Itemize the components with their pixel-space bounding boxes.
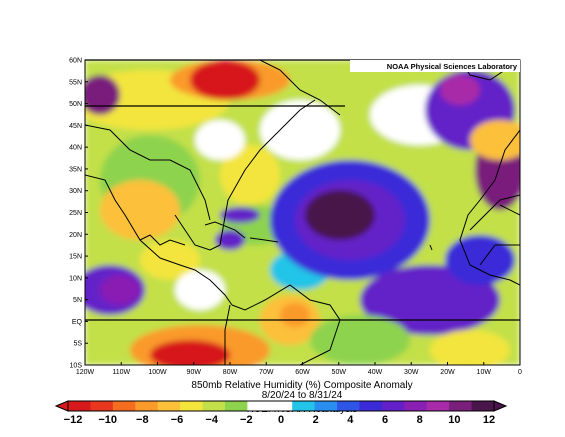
lon-label: 40W [368, 369, 383, 376]
longitude-labels: 120W 110W 100W 90W 80W 70W 60W 50W 40W 30W 20W 10W 0 [76, 362, 522, 376]
colorbar-swatch [404, 401, 428, 411]
lon-label: 80W [223, 369, 238, 376]
credit-box: NOAA Physical Sciences Laboratory [350, 60, 520, 72]
lat-label: 5N [73, 297, 82, 304]
colorbar-swatch [426, 401, 450, 411]
colorbar-swatch [157, 401, 181, 411]
colorbar-swatch [180, 401, 204, 411]
lon-label: 0 [518, 369, 522, 376]
colorbar-label: 4 [347, 414, 354, 426]
lat-label: EQ [72, 319, 83, 326]
lon-label: 90W [187, 369, 202, 376]
colorbar-label: 6 [382, 414, 388, 426]
colorbar-swatch [247, 401, 271, 411]
colorbar-swatch [135, 401, 159, 411]
lat-label: 35N [69, 166, 82, 173]
colorbar-swatch [292, 401, 316, 411]
lat-label: 60N [69, 58, 82, 65]
date-range: 8/20/24 to 8/31/24 [262, 390, 343, 401]
colorbar-swatch [224, 401, 248, 411]
lat-label: 10S [70, 363, 83, 370]
colorbar-label: 2 [313, 414, 319, 426]
colorbar-label: −8 [136, 414, 149, 426]
colorbar-label: −12 [64, 414, 83, 426]
colorbar-labels: −12 −10 −8 −6 −4 −2 0 2 4 6 8 10 12 [64, 414, 495, 426]
latitude-labels: 60N 55N 50N 45N 40N 35N 30N 25N 20N 15N 10N 5N EQ 5S 1… [69, 58, 88, 370]
colorbar-swatch [359, 401, 383, 411]
lat-label: 30N [69, 188, 82, 195]
humidity-field [85, 60, 520, 365]
colorbar-swatch [337, 401, 360, 411]
colorbar-max-arrow [493, 400, 508, 412]
colorbar-swatch [269, 401, 293, 411]
colorbar-outline [67, 400, 495, 412]
lat-label: 10N [69, 275, 82, 282]
colorbar-swatch [68, 401, 91, 411]
colorbar [54, 400, 508, 412]
lon-label: 100W [148, 369, 167, 376]
colorbar-label: −2 [240, 414, 253, 426]
colorbar-swatch [449, 401, 473, 411]
colorbar-label: −4 [205, 414, 218, 426]
colorbar-label: 0 [278, 414, 284, 426]
lon-label: 50W [332, 369, 347, 376]
lon-label: 30W [404, 369, 419, 376]
colorbar-min-arrow [54, 400, 69, 412]
colorbar-swatch [381, 401, 405, 411]
lon-label: 10W [477, 369, 492, 376]
colorbar-label: −6 [171, 414, 184, 426]
lon-label: 70W [259, 369, 274, 376]
colorbar-label: −10 [98, 414, 117, 426]
lat-label: 5S [73, 341, 82, 348]
lat-label: 15N [69, 254, 82, 261]
lon-label: 110W [112, 369, 130, 376]
lat-label: 25N [69, 210, 82, 217]
colorbar-swatch [112, 401, 136, 411]
lat-label: 50N [69, 101, 82, 108]
lon-label: 60W [295, 369, 310, 376]
colorbar-label: 10 [448, 414, 460, 426]
colorbar-swatch [314, 401, 338, 411]
lon-label: 20W [440, 369, 455, 376]
map-title: 850mb Relative Humidity (%) Composite An… [191, 380, 412, 391]
credit-label: NOAA Physical Sciences Laboratory [387, 62, 518, 71]
lon-label: 120W [76, 369, 95, 376]
colorbar-swatch [90, 401, 114, 411]
colorbar-swatch [202, 401, 226, 411]
colorbar-label: 12 [483, 414, 495, 426]
lat-label: 55N [69, 79, 82, 86]
lat-label: 20N [69, 232, 82, 239]
colorbar-label: 8 [417, 414, 423, 426]
colorbar-swatch [471, 401, 495, 411]
lat-label: 40N [69, 145, 82, 152]
lat-label: 45N [69, 123, 82, 130]
